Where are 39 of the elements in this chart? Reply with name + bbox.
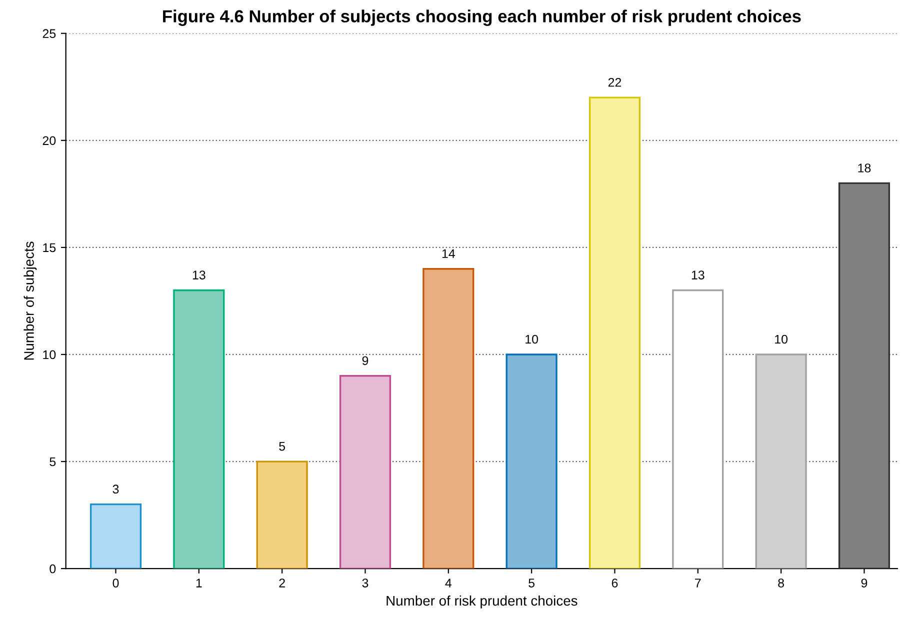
data-label: 22 xyxy=(608,78,622,87)
x-tick-label: 0 xyxy=(112,578,119,588)
x-axis-title: Number of risk prudent choices xyxy=(386,595,578,608)
bar xyxy=(173,289,225,569)
y-tick-label: 0 xyxy=(50,564,56,574)
bar xyxy=(588,96,641,569)
x-tick-label: 7 xyxy=(695,578,701,588)
data-label: 18 xyxy=(858,164,871,172)
y-tick-label: 15 xyxy=(43,243,56,252)
y-tick-label: 10 xyxy=(43,350,56,360)
x-tick-label: 2 xyxy=(279,578,285,588)
bar xyxy=(339,375,392,569)
x-tick-label: 4 xyxy=(445,578,452,588)
data-label: 14 xyxy=(442,249,455,258)
y-tick-label: 5 xyxy=(50,457,56,466)
x-tick-label: 9 xyxy=(861,578,868,588)
bar xyxy=(755,354,807,569)
y-tick-label: 20 xyxy=(42,136,56,146)
data-label: 13 xyxy=(192,270,206,280)
x-tick-label: 3 xyxy=(362,578,368,588)
data-label: 5 xyxy=(279,442,286,451)
bar xyxy=(422,268,474,569)
x-tick-label: 5 xyxy=(528,578,535,588)
bar xyxy=(90,504,142,569)
y-tick-label: 25 xyxy=(42,29,56,38)
bar xyxy=(506,354,558,569)
bar xyxy=(672,289,724,569)
bar xyxy=(256,460,308,569)
data-label: 3 xyxy=(112,484,119,494)
data-label: 13 xyxy=(692,270,704,280)
y-axis-title: Number of subjects xyxy=(24,242,37,360)
bar xyxy=(838,182,890,569)
x-tick-label: 8 xyxy=(778,578,784,588)
data-label: 10 xyxy=(526,334,538,344)
x-tick-label: 1 xyxy=(196,578,202,588)
chart-title: Figure 4.6 Number of subjects choosing each number of risk prudent choices xyxy=(163,10,801,26)
data-label: 10 xyxy=(775,334,788,344)
data-label: 9 xyxy=(362,356,368,366)
x-tick-label: 6 xyxy=(612,578,618,588)
